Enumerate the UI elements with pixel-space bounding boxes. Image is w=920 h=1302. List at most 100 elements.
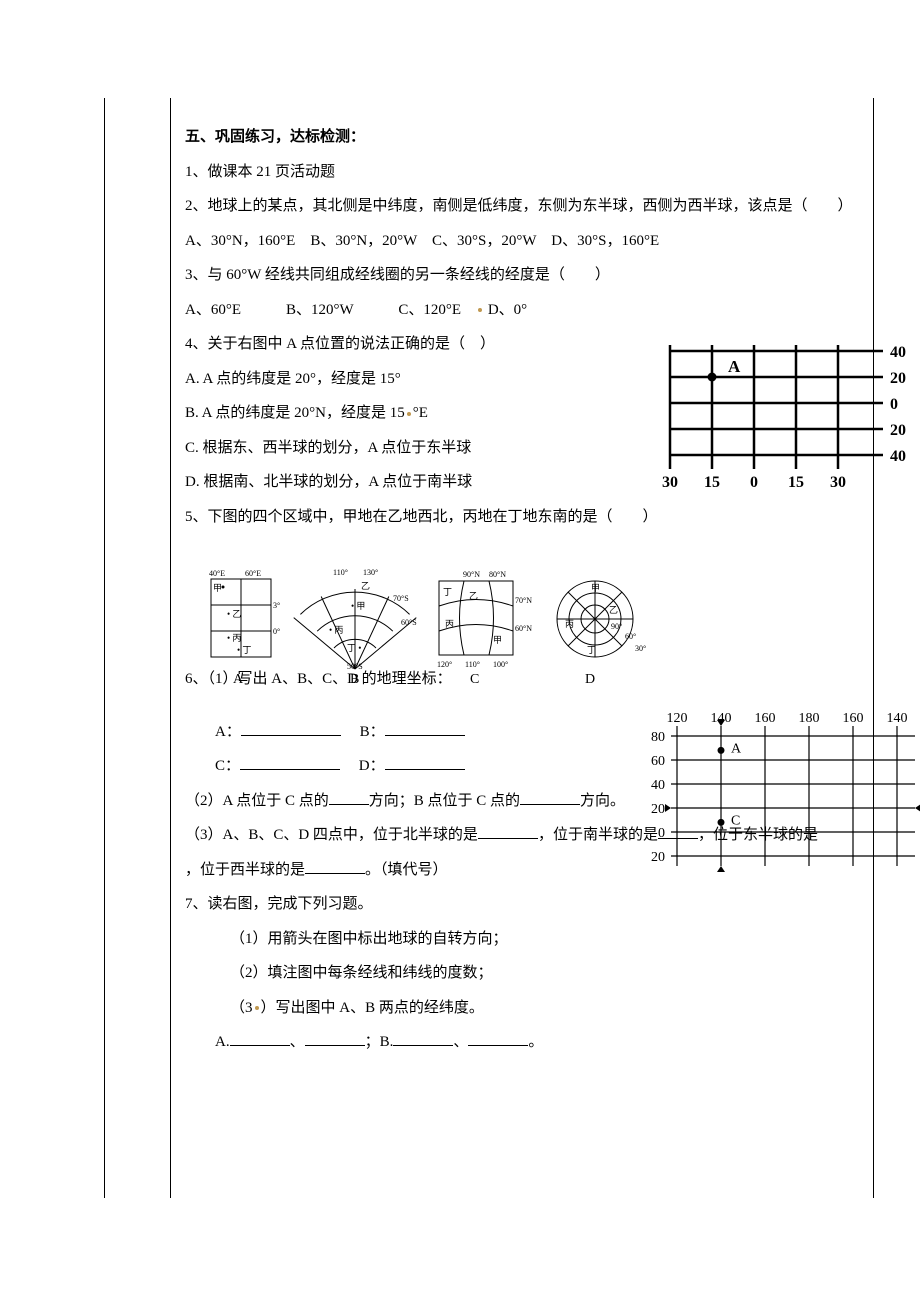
svg-text:0: 0: [750, 474, 758, 491]
svg-text:30: 30: [662, 474, 678, 491]
svg-text:丙: 丙: [565, 619, 574, 629]
svg-text:50°S: 50°S: [347, 662, 363, 671]
svg-text:80: 80: [651, 730, 665, 745]
q3-options: A、60°E B、120°W C、120°E D、0°: [185, 293, 855, 328]
q7-A: A.: [215, 1034, 230, 1050]
svg-text:20: 20: [651, 850, 665, 865]
svg-text:40: 40: [651, 778, 665, 793]
svg-text:120: 120: [667, 711, 688, 726]
accent-dot-icon: [407, 412, 411, 416]
blank-wh: [305, 858, 365, 874]
sep1: 、: [290, 1034, 305, 1050]
q7-answers: A. 、 ；B. 、 。: [185, 1025, 855, 1060]
sep2: 、: [453, 1034, 468, 1050]
blank-dir2: [520, 789, 580, 805]
svg-text:60°E: 60°E: [245, 569, 261, 578]
svg-text:丁: 丁: [443, 587, 452, 597]
q7-1: （1）用箭头在图中标出地球的自转方向；: [185, 922, 855, 957]
svg-text:15: 15: [788, 474, 804, 491]
blank-A: [241, 720, 341, 736]
svg-text:40°E: 40°E: [209, 569, 225, 578]
svg-text:乙: 乙: [361, 581, 370, 591]
blank-Bb: [468, 1030, 528, 1046]
q7-3: （3 ）写出图中 A、B 两点的经纬度。: [185, 991, 855, 1026]
svg-text:90°: 90°: [611, 622, 622, 631]
svg-text:70°N: 70°N: [515, 596, 532, 605]
blank-Aa: [230, 1030, 290, 1046]
blank-C: [240, 754, 340, 770]
q5-label-b: B: [350, 672, 359, 688]
q4b-tail: °E: [413, 405, 428, 421]
svg-text:160: 160: [843, 711, 864, 726]
svg-text:丙: 丙: [445, 619, 454, 629]
svg-text:110°: 110°: [333, 568, 348, 577]
svg-text:20: 20: [890, 422, 906, 439]
svg-text:甲: 甲: [213, 583, 222, 593]
svg-text:0: 0: [890, 396, 898, 413]
svg-text:A: A: [728, 357, 741, 376]
svg-text:30: 30: [830, 474, 846, 491]
q7-text: 7、读右图，完成下列习题。: [185, 887, 855, 922]
q6-D-label: D：: [359, 758, 385, 774]
blank-nh: [478, 823, 538, 839]
blank-Ab: [305, 1030, 365, 1046]
page: 五、巩固练习，达标检测： 1、做课本 21 页活动题 2、地球上的某点，其北侧是…: [0, 0, 920, 1302]
q6-grid-figure: 12014016018016014080604020020ABCD: [635, 708, 920, 888]
q7-3-head: （3: [230, 1000, 253, 1016]
svg-text:140: 140: [887, 711, 908, 726]
svg-text:• 丙: • 丙: [329, 625, 343, 635]
q6-3e: 。（填代号）: [365, 862, 448, 878]
svg-text:0: 0: [658, 826, 665, 841]
svg-text:40: 40: [890, 448, 906, 465]
q2-text: 2、地球上的某点，其北侧是中纬度，南侧是低纬度，东侧为东半球，西侧为西半球，该点…: [185, 189, 855, 224]
q5-label-a: A: [233, 672, 243, 688]
accent-dot-icon: [255, 1006, 259, 1010]
q7-B: ；B.: [365, 1034, 394, 1050]
blank-D: [385, 754, 465, 770]
svg-text:• 丙: • 丙: [227, 633, 241, 643]
blank-B: [385, 720, 465, 736]
svg-text:110°: 110°: [465, 660, 480, 669]
svg-text:60°S: 60°S: [401, 618, 417, 627]
q5-text: 5、下图的四个区域中，甲地在乙地西北，丙地在丁地东南的是（ ）: [185, 500, 855, 535]
inner-column-divider: [170, 98, 171, 1198]
blank-Ba: [393, 1030, 453, 1046]
q3-opts-abc: A、60°E B、120°W C、120°E: [185, 302, 476, 318]
q7-3-tail: ）写出图中 A、B 两点的经纬度。: [261, 1000, 484, 1016]
accent-dot-icon: [478, 308, 482, 312]
svg-text:丁: 丁: [587, 645, 596, 655]
q5-label-c: C: [470, 672, 479, 688]
svg-text:甲: 甲: [591, 583, 600, 593]
svg-text:80°N: 80°N: [489, 570, 506, 579]
q6-3d: ，位于西半球的是: [185, 862, 305, 878]
q4-grid-figure: 402002040301501530A: [665, 343, 920, 503]
q6-B-label: B：: [360, 724, 385, 740]
svg-text:30°: 30°: [635, 644, 646, 653]
svg-text:15: 15: [704, 474, 720, 491]
q1-text: 1、做课本 21 页活动题: [185, 155, 855, 190]
svg-text:• 乙: • 乙: [227, 609, 241, 619]
svg-text:• 甲: • 甲: [351, 601, 365, 611]
q7-end: 。: [528, 1034, 543, 1050]
blank-dir1: [329, 789, 369, 805]
svg-text:120°: 120°: [437, 660, 452, 669]
content-frame: 五、巩固练习，达标检测： 1、做课本 21 页活动题 2、地球上的某点，其北侧是…: [104, 98, 874, 1198]
svg-text:甲: 甲: [493, 635, 502, 645]
svg-text:C: C: [731, 813, 740, 828]
svg-text:60: 60: [651, 754, 665, 769]
svg-text:60°N: 60°N: [515, 624, 532, 633]
svg-text:130°: 130°: [363, 568, 378, 577]
q5-label-d: D: [585, 672, 595, 688]
svg-text:20: 20: [651, 802, 665, 817]
svg-text:丁 •: 丁 •: [347, 643, 361, 653]
q6-C-label: C：: [215, 758, 240, 774]
q6-A-label: A：: [215, 724, 241, 740]
svg-text:乙: 乙: [469, 591, 478, 601]
q3-text: 3、与 60°W 经线共同组成经线圈的另一条经线的经度是（ ）: [185, 258, 855, 293]
q4b-head: B. A 点的纬度是 20°N，经度是 15: [185, 405, 405, 421]
svg-text:180: 180: [799, 711, 820, 726]
q6-2a: （2）A 点位于 C 点的: [185, 793, 329, 809]
svg-text:90°N: 90°N: [463, 570, 480, 579]
svg-text:3°: 3°: [273, 601, 280, 610]
svg-text:• 丁: • 丁: [237, 645, 251, 655]
